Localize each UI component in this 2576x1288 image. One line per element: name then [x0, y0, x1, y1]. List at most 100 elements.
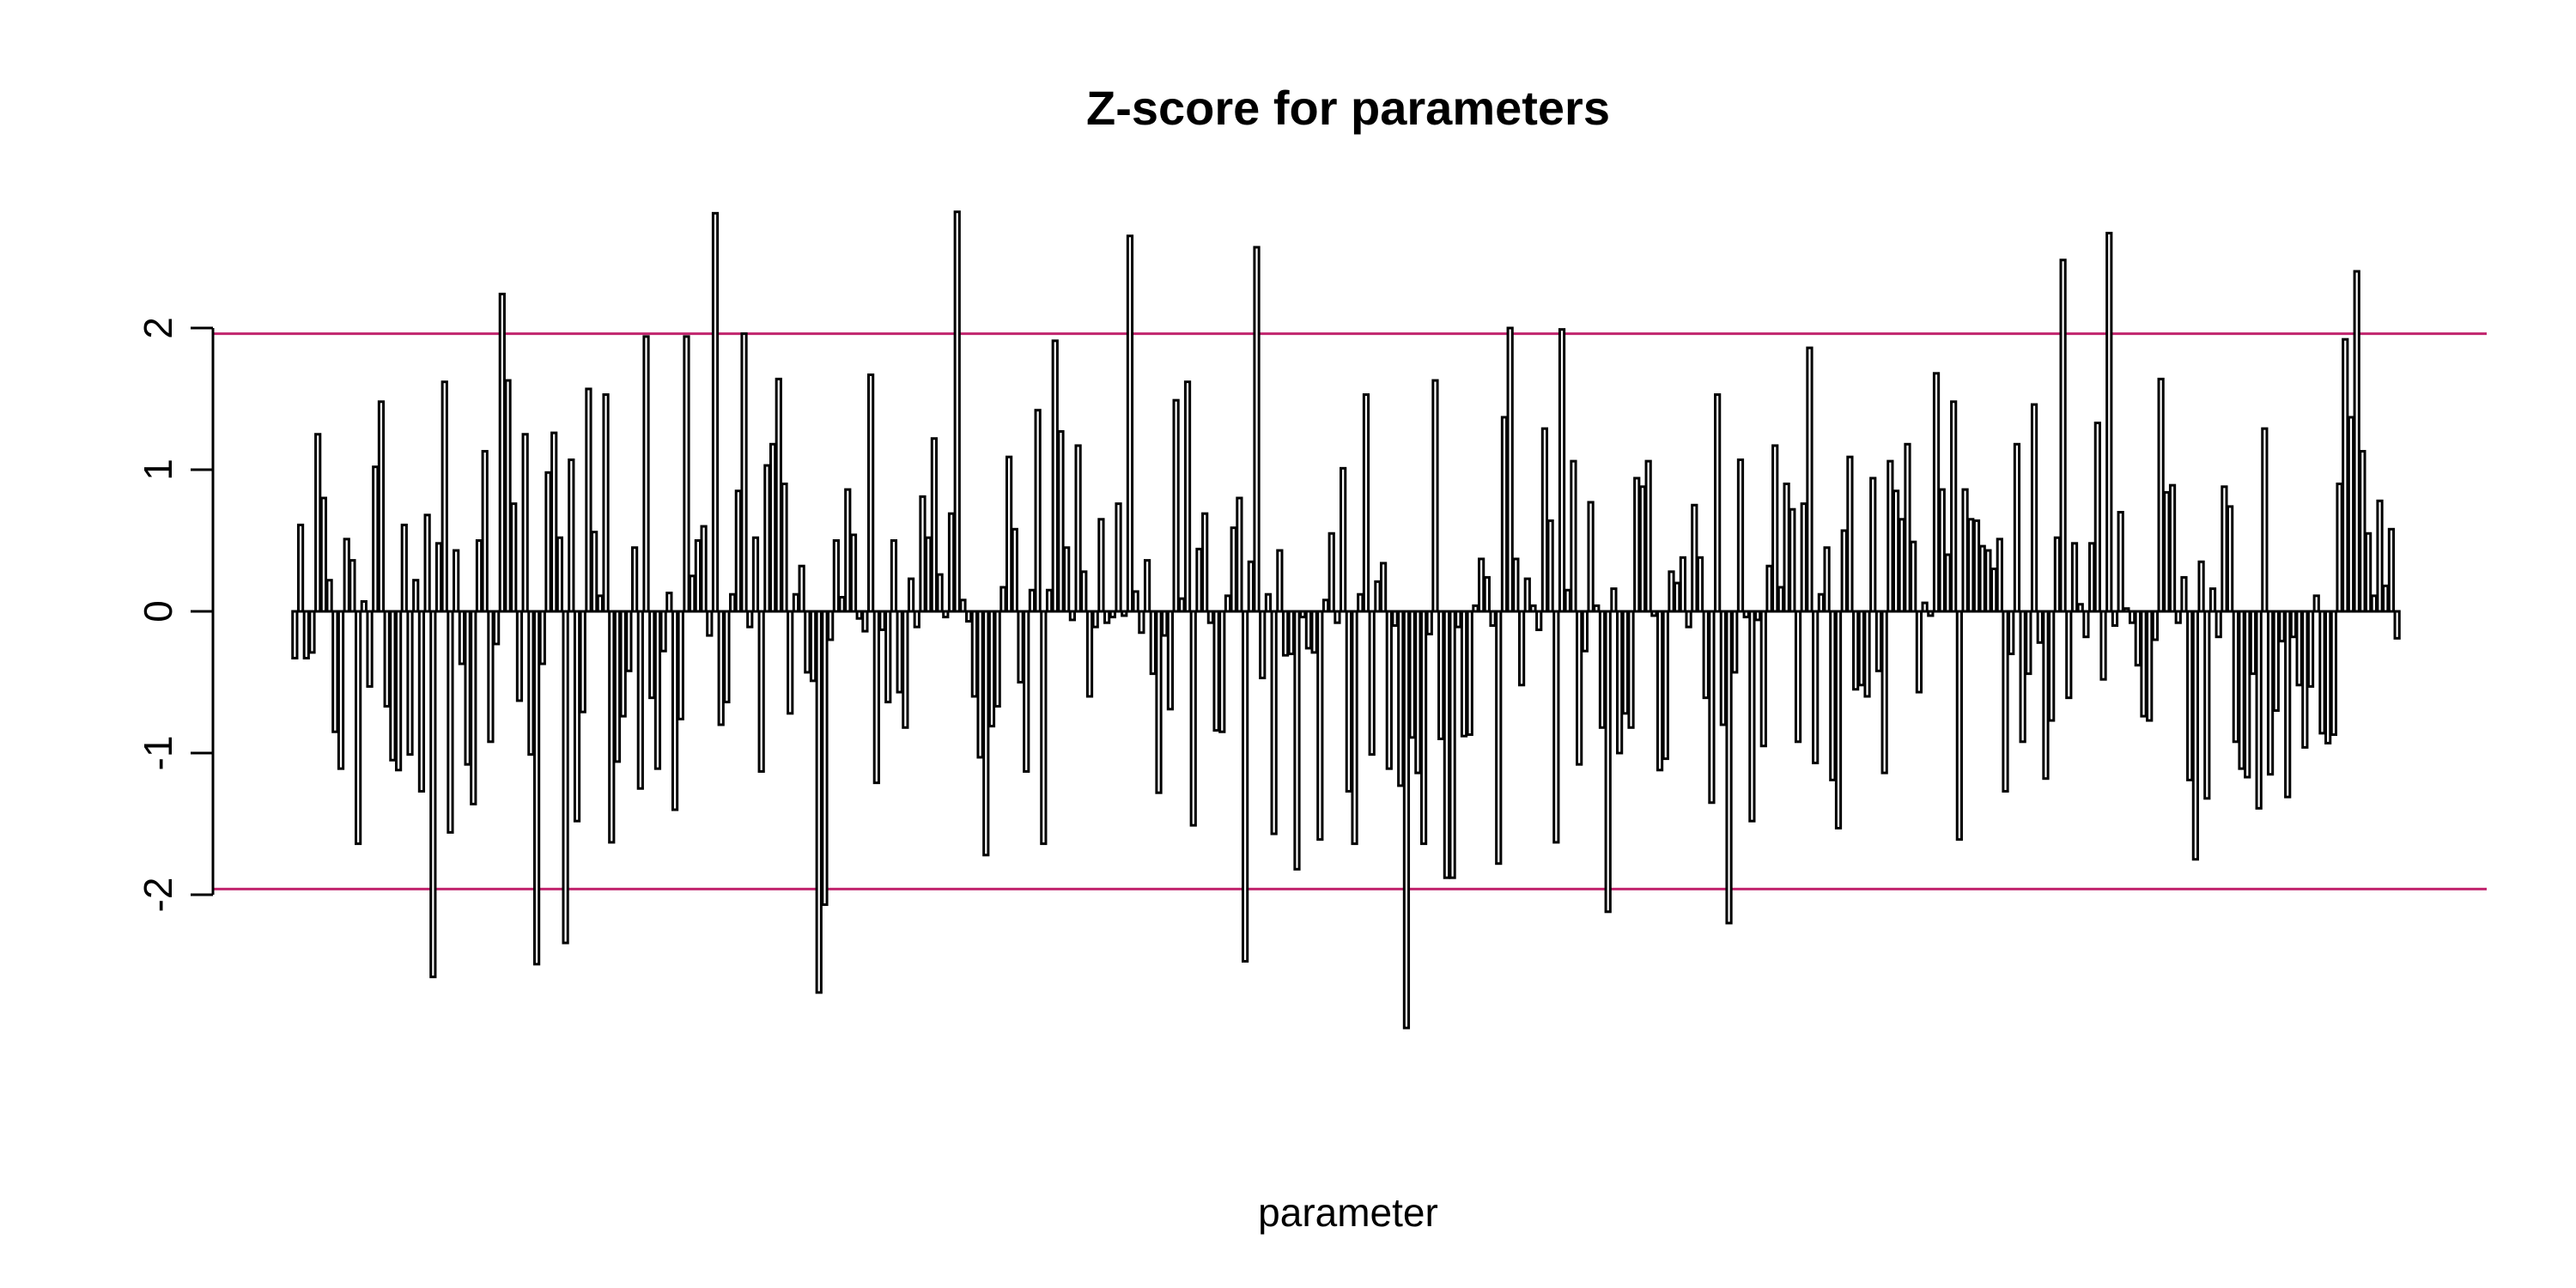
bar-152: [1161, 610, 1169, 637]
bar-118: [965, 610, 973, 623]
bar-183: [1340, 466, 1347, 613]
bar-48: [562, 610, 569, 945]
bar-146: [1126, 234, 1134, 613]
bar-37: [498, 292, 506, 613]
bar-198: [1425, 610, 1433, 635]
bar-174: [1287, 610, 1295, 655]
bar-29: [453, 549, 460, 613]
bar-242: [1679, 556, 1687, 613]
bar-227: [1593, 604, 1601, 613]
bar-363: [2376, 499, 2384, 613]
bar-272: [1852, 610, 1860, 691]
bar-84: [769, 442, 777, 613]
bar-255: [1753, 610, 1762, 622]
bar-6: [319, 496, 328, 613]
bar-158: [1195, 547, 1203, 613]
bar-141: [1097, 518, 1105, 613]
bar-106: [896, 610, 903, 694]
bar-313: [2088, 542, 2096, 613]
bar-237: [1650, 610, 1658, 617]
bar-299: [2008, 610, 2015, 655]
bar-123: [993, 610, 1001, 708]
bar-43: [532, 610, 541, 966]
bar-120: [976, 610, 984, 759]
bar-239: [1662, 610, 1669, 761]
bar-282: [1910, 540, 1917, 613]
bar-105: [890, 539, 898, 613]
bar-8: [331, 610, 339, 733]
y-axis: -2 -1 0 1 2: [136, 317, 215, 912]
bar-47: [556, 536, 564, 613]
bar-240: [1668, 570, 1675, 613]
bar-345: [2272, 610, 2280, 712]
bar-162: [1218, 610, 1226, 733]
bar-157: [1189, 610, 1197, 827]
bar-203: [1455, 610, 1462, 629]
bar-316: [2105, 231, 2113, 613]
bar-156: [1183, 380, 1192, 613]
bar-265: [1812, 610, 1820, 765]
bar-61: [636, 610, 644, 790]
bar-188: [1368, 610, 1376, 756]
bar-63: [648, 610, 656, 700]
bar-31: [464, 610, 471, 766]
bar-354: [2324, 610, 2332, 744]
bar-108: [907, 577, 915, 613]
bar-103: [878, 610, 886, 631]
bar-302: [2025, 610, 2032, 676]
bar-17: [383, 610, 391, 708]
bar-317: [2111, 610, 2119, 627]
bar-130: [1034, 409, 1042, 613]
bar-96: [838, 596, 846, 613]
bar-113: [936, 573, 944, 613]
bars-group: [291, 210, 2401, 1030]
bar-244: [1691, 503, 1698, 613]
bar-166: [1242, 610, 1249, 963]
bar-193: [1397, 610, 1405, 787]
bar-56: [608, 610, 616, 844]
bar-246: [1702, 610, 1710, 700]
bar-99: [855, 610, 863, 620]
y-tick-label: -1: [136, 736, 180, 771]
bar-195: [1408, 610, 1416, 739]
bar-129: [1028, 588, 1036, 613]
bar-147: [1132, 590, 1139, 613]
bar-194: [1402, 610, 1411, 1030]
bar-126: [1011, 527, 1018, 613]
bar-94: [827, 610, 835, 641]
bar-182: [1334, 610, 1341, 624]
bar-88: [792, 592, 800, 613]
bar-13: [360, 599, 368, 613]
bar-89: [798, 564, 805, 613]
bar-155: [1178, 597, 1186, 613]
bar-241: [1674, 581, 1681, 613]
bar-125: [1005, 455, 1013, 613]
bar-219: [1546, 519, 1554, 613]
bar-192: [1391, 610, 1399, 627]
bar-76: [723, 610, 731, 704]
bar-199: [1431, 379, 1439, 613]
bar-172: [1276, 549, 1284, 613]
bar-119: [970, 610, 978, 698]
bar-41: [521, 433, 529, 613]
bar-342: [2255, 610, 2263, 810]
bar-307: [2053, 536, 2062, 613]
bar-60: [630, 546, 639, 613]
bar-161: [1212, 610, 1220, 732]
bar-341: [2249, 610, 2257, 676]
bar-324: [2151, 610, 2160, 641]
bar-196: [1414, 610, 1422, 775]
bar-332: [2197, 560, 2205, 613]
bar-110: [919, 495, 927, 613]
bar-337: [2227, 505, 2234, 613]
bar-165: [1236, 496, 1243, 613]
bar-303: [2030, 403, 2038, 613]
bar-215: [1523, 577, 1531, 613]
bar-68: [677, 610, 684, 720]
bar-185: [1351, 610, 1358, 846]
bar-124: [999, 586, 1007, 613]
bar-115: [947, 512, 956, 613]
bar-220: [1552, 610, 1560, 844]
bar-211: [1500, 416, 1509, 613]
bar-325: [2157, 377, 2165, 613]
